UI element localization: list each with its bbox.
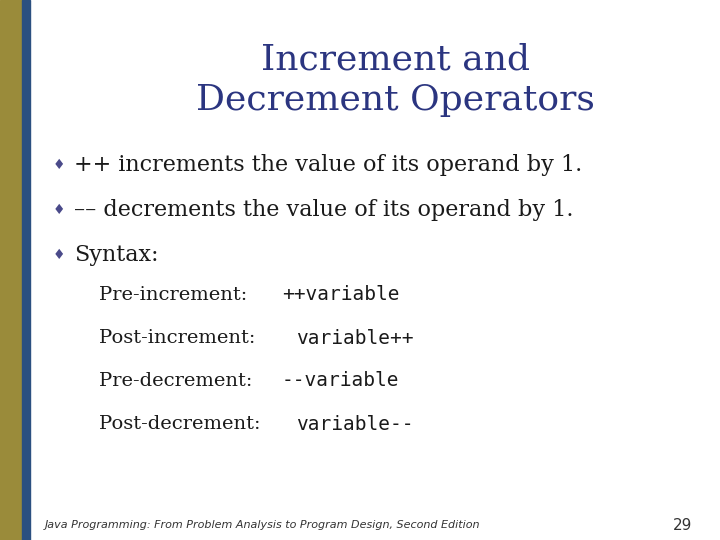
Text: Post-increment:: Post-increment: (99, 329, 261, 347)
Text: Pre-increment:: Pre-increment: (99, 286, 253, 304)
Text: ♦: ♦ (53, 203, 66, 217)
Text: variable--: variable-- (297, 415, 414, 434)
Text: Syntax:: Syntax: (74, 244, 158, 266)
Bar (0, 0, 22, 540)
Text: ♦: ♦ (53, 248, 66, 262)
Text: --variable: --variable (282, 372, 399, 390)
Text: Java Programming: From Problem Analysis to Program Design, Second Edition: Java Programming: From Problem Analysis … (45, 520, 480, 530)
Text: ++variable: ++variable (282, 286, 399, 305)
Text: Post-decrement:: Post-decrement: (99, 415, 266, 433)
Text: ++ increments the value of its operand by 1.: ++ increments the value of its operand b… (74, 154, 582, 176)
Text: Pre-decrement:: Pre-decrement: (99, 372, 258, 390)
Text: ♦: ♦ (53, 158, 66, 172)
Text: 29: 29 (672, 517, 692, 532)
Text: variable++: variable++ (297, 328, 414, 348)
Bar (22, 0, 30, 540)
Text: Increment and: Increment and (261, 43, 530, 77)
Text: –– decrements the value of its operand by 1.: –– decrements the value of its operand b… (74, 199, 574, 221)
Text: Decrement Operators: Decrement Operators (196, 83, 595, 117)
